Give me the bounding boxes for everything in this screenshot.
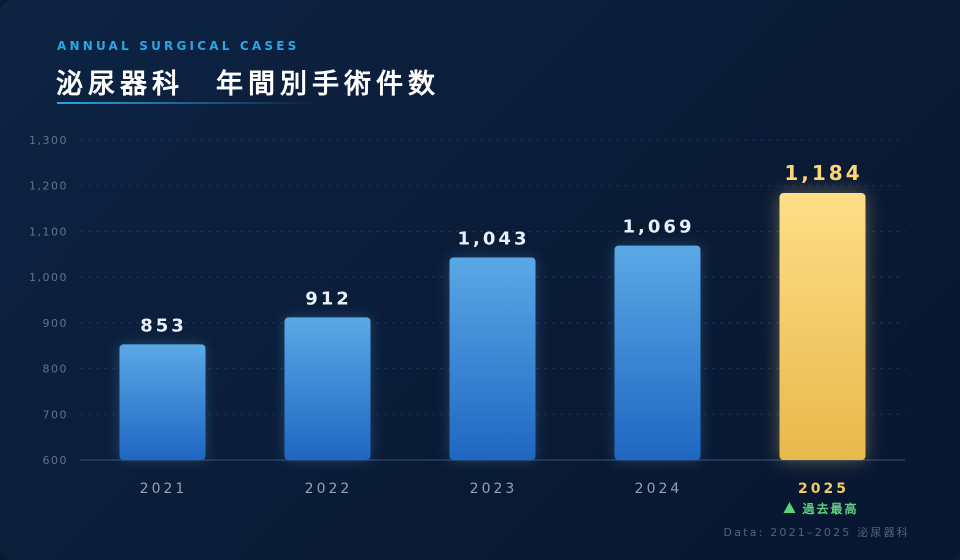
data-source-note: Data: 2021–2025 泌尿器科: [723, 526, 910, 539]
y-tick-label: 1,300: [29, 134, 68, 147]
y-axis: 600 700 800 900 1,000 1,100 1,200 1,300: [29, 134, 69, 467]
value-label: 1,043: [458, 228, 530, 249]
record-high-note: 過去最高: [783, 501, 859, 516]
bars: [119, 193, 866, 460]
chart-title: 泌尿器科 年間別手術件数: [56, 69, 440, 100]
value-label: 853: [140, 315, 187, 336]
value-label: 912: [305, 288, 352, 309]
bar-2022: [284, 317, 371, 460]
up-triangle-icon: [783, 502, 796, 513]
y-tick-label: 800: [43, 363, 69, 376]
bar-2021: [119, 344, 206, 460]
category-label: 2024: [635, 481, 683, 497]
y-tick-label: 1,000: [29, 271, 68, 284]
y-tick-label: 900: [43, 317, 69, 330]
record-high-label: 過去最高: [802, 501, 859, 516]
category-label: 2025: [798, 481, 849, 497]
y-tick-label: 600: [43, 454, 69, 467]
y-tick-label: 700: [43, 408, 69, 421]
category-label: 2023: [470, 481, 518, 497]
value-label: 1,069: [623, 217, 695, 238]
category-label: 2022: [305, 481, 353, 497]
y-tick-label: 1,200: [29, 180, 68, 193]
value-label: 1,184: [784, 161, 862, 185]
chart-subtitle: ANNUAL SURGICAL CASES: [57, 39, 300, 53]
title-underline: [57, 102, 317, 104]
labels: 853 2021 912 2022 1,043 2023 1,069 2024 1,184 202…: [140, 161, 862, 516]
bar-2024: [614, 245, 701, 460]
category-label: 2021: [140, 481, 188, 497]
y-tick-label: 1,100: [29, 225, 68, 238]
bar-2023: [449, 257, 536, 460]
bar-2025: [779, 193, 866, 460]
